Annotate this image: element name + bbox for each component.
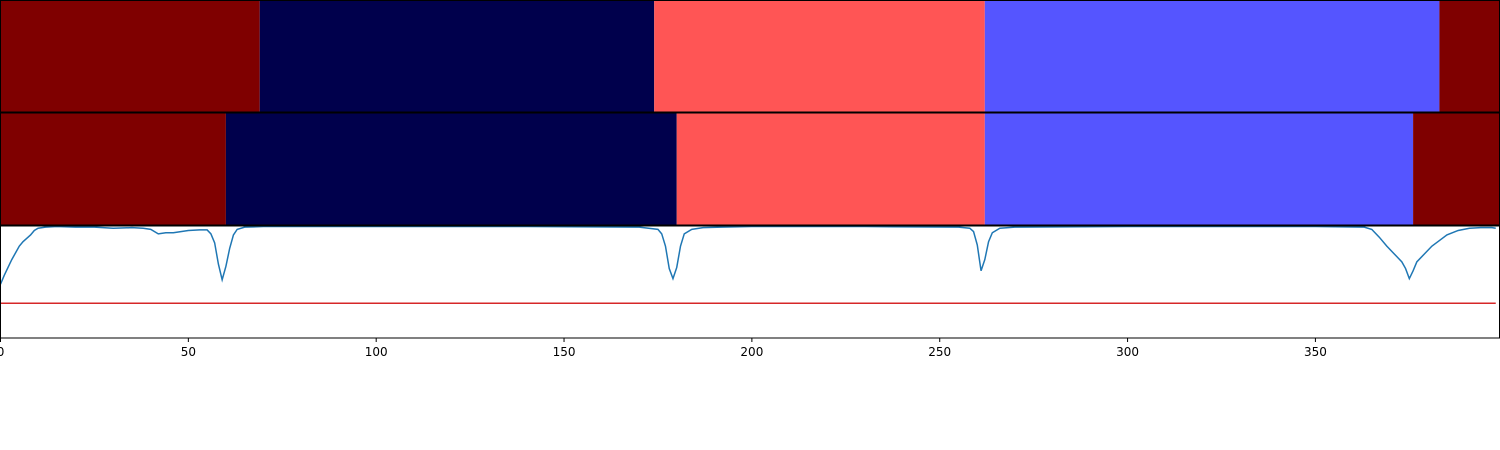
- segment-row2-bar-4: [984, 113, 1414, 225]
- segment-row1-bar-4: [984, 0, 1440, 112]
- x-tick-label-250: 250: [928, 345, 951, 359]
- x-axis: 0 50 100 150 200 250 300 350: [0, 338, 1327, 359]
- x-tick-label-0: 0: [0, 345, 4, 359]
- segment-row1-bar-5: [1439, 0, 1500, 112]
- segment-row2-bar-3: [676, 113, 985, 225]
- segment-row2-bar-5: [1413, 113, 1500, 225]
- segment-row2-bar-2: [225, 113, 677, 225]
- signal-panel-background: [0, 226, 1500, 338]
- segment-row2-bar-1: [0, 113, 226, 225]
- x-tick-label-150: 150: [553, 345, 576, 359]
- segment-row1-bar-2: [259, 0, 655, 112]
- signal-line: [0, 225, 1496, 285]
- x-tick-label-100: 100: [365, 345, 388, 359]
- x-tick-label-350: 350: [1304, 345, 1327, 359]
- x-tick-label-50: 50: [181, 345, 196, 359]
- segment-row1-bar-1: [0, 0, 260, 112]
- segment-row-bottom: [0, 113, 1500, 225]
- segment-row1-bar-3: [654, 0, 985, 112]
- signal-panel: [0, 225, 1500, 338]
- x-tick-label-200: 200: [740, 345, 763, 359]
- segment-row-top: [0, 0, 1500, 112]
- x-tick-label-300: 300: [1116, 345, 1139, 359]
